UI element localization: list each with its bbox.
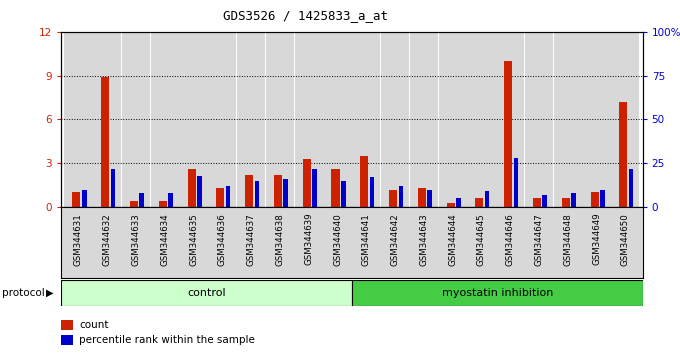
Text: GSM344643: GSM344643 [420, 213, 428, 266]
Bar [180, 32, 207, 207]
Bar [158, 201, 167, 207]
Bar [370, 177, 375, 207]
Bar [93, 32, 121, 207]
Bar [324, 32, 352, 207]
Text: GSM344649: GSM344649 [592, 213, 601, 266]
Bar [226, 186, 231, 207]
Bar [410, 32, 438, 207]
Text: GSM344632: GSM344632 [103, 213, 112, 266]
Text: GDS3526 / 1425833_a_at: GDS3526 / 1425833_a_at [223, 9, 388, 22]
Bar [122, 32, 150, 207]
Bar [619, 102, 628, 207]
Bar [73, 193, 80, 207]
Bar [629, 169, 633, 207]
Bar [245, 175, 253, 207]
Text: myostatin inhibition: myostatin inhibition [441, 288, 553, 298]
Text: ▶: ▶ [46, 288, 53, 298]
Text: GSM344642: GSM344642 [390, 213, 400, 266]
Text: protocol: protocol [2, 288, 45, 298]
Bar [360, 156, 369, 207]
Bar [352, 32, 380, 207]
Bar [352, 280, 643, 306]
Text: percentile rank within the sample: percentile rank within the sample [79, 335, 255, 345]
Bar [216, 188, 224, 207]
Text: GSM344636: GSM344636 [218, 213, 227, 266]
Bar [600, 190, 605, 207]
Bar [525, 32, 553, 207]
Bar [533, 198, 541, 207]
Text: GSM344640: GSM344640 [333, 213, 342, 266]
Bar [554, 32, 582, 207]
Bar [427, 190, 432, 207]
Text: GSM344645: GSM344645 [477, 213, 486, 266]
Bar [562, 198, 570, 207]
Bar [151, 32, 179, 207]
Bar [197, 176, 202, 207]
Bar [168, 193, 173, 207]
Bar [188, 169, 196, 207]
Bar [266, 32, 294, 207]
Text: GSM344647: GSM344647 [534, 213, 543, 266]
Bar [513, 158, 518, 207]
Bar [583, 32, 611, 207]
Bar [341, 181, 345, 207]
Bar [543, 195, 547, 207]
Bar [439, 32, 466, 207]
Text: GSM344637: GSM344637 [247, 213, 256, 266]
Text: GSM344634: GSM344634 [160, 213, 169, 266]
Text: GSM344650: GSM344650 [621, 213, 630, 266]
Bar [456, 198, 460, 207]
Bar [496, 32, 524, 207]
Text: GSM344633: GSM344633 [131, 213, 141, 266]
Text: GSM344635: GSM344635 [189, 213, 198, 266]
Bar [82, 190, 86, 207]
Bar [61, 280, 352, 306]
Bar [467, 32, 496, 207]
Bar [485, 191, 490, 207]
Bar [237, 32, 265, 207]
Bar [475, 198, 483, 207]
Bar [571, 193, 576, 207]
Bar [139, 193, 144, 207]
Bar [284, 179, 288, 207]
Bar [294, 32, 323, 207]
Bar [611, 32, 639, 207]
Text: GSM344638: GSM344638 [275, 213, 284, 266]
Bar [389, 190, 397, 207]
Bar [398, 186, 403, 207]
Bar [312, 169, 317, 207]
Bar [331, 169, 339, 207]
Bar [254, 181, 259, 207]
Bar [274, 175, 282, 207]
Bar [418, 188, 426, 207]
Text: GSM344631: GSM344631 [74, 213, 83, 266]
Bar [208, 32, 237, 207]
Bar [447, 203, 455, 207]
Bar [101, 77, 109, 207]
Text: GSM344646: GSM344646 [506, 213, 515, 266]
Text: GSM344639: GSM344639 [304, 213, 313, 266]
Bar [111, 169, 116, 207]
Text: count: count [79, 320, 108, 330]
Bar [130, 201, 138, 207]
Text: GSM344644: GSM344644 [448, 213, 457, 266]
Text: control: control [187, 288, 226, 298]
Bar [381, 32, 409, 207]
Bar [590, 193, 598, 207]
Bar [65, 32, 92, 207]
Bar [303, 159, 311, 207]
Bar [504, 61, 512, 207]
Text: GSM344648: GSM344648 [563, 213, 573, 266]
Text: GSM344641: GSM344641 [362, 213, 371, 266]
